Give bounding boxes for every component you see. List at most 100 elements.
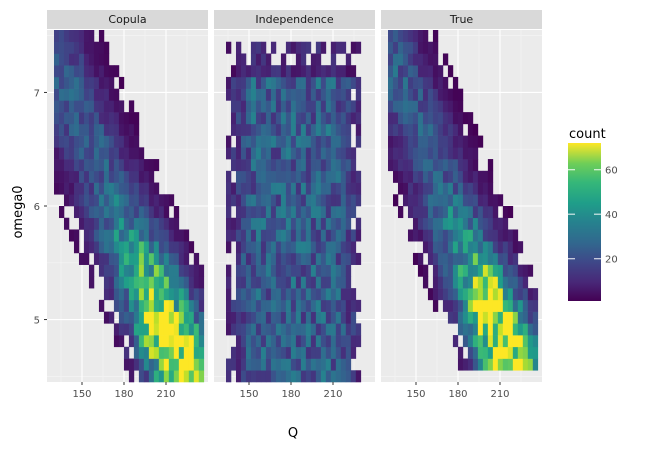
heat-cell: [123, 206, 130, 219]
heat-cell: [482, 229, 489, 242]
heat-cell: [295, 206, 302, 219]
heat-cell: [472, 123, 479, 136]
heat-cell: [270, 88, 277, 101]
heat-cell: [457, 194, 464, 207]
heat-cell: [432, 194, 439, 207]
heat-cell: [457, 217, 464, 230]
heat-cell: [447, 299, 454, 312]
heat-cell: [158, 241, 165, 254]
heat-cell: [235, 241, 242, 254]
heat-cell: [265, 112, 272, 125]
heat-cell: [235, 358, 242, 371]
heat-cell: [462, 206, 469, 219]
heat-cell: [462, 194, 469, 207]
heat-cell: [133, 288, 140, 301]
heat-cell: [340, 311, 347, 324]
heat-cell: [113, 206, 120, 219]
heat-cell: [63, 194, 70, 207]
heat-cell: [113, 264, 120, 277]
heat-cell: [260, 241, 267, 254]
heat-cell: [198, 358, 205, 371]
heat-cell: [447, 288, 454, 301]
heat-cell: [103, 288, 110, 301]
heat-cell: [270, 159, 277, 172]
heat-cell: [412, 100, 419, 113]
heat-cell: [158, 311, 165, 324]
heat-cell: [497, 358, 504, 371]
heat-cell: [325, 311, 332, 324]
heat-cell: [93, 182, 100, 195]
heat-cell: [98, 194, 105, 207]
heat-cell: [153, 194, 160, 207]
heat-cell: [225, 299, 232, 312]
heat-cell: [310, 276, 317, 289]
heat-cell: [532, 323, 539, 336]
heat-cell: [225, 370, 232, 383]
heat-cell: [325, 241, 332, 254]
heat-cell: [310, 241, 317, 254]
heat-cell: [183, 276, 190, 289]
heat-cell: [412, 30, 419, 43]
heat-cell: [188, 358, 195, 371]
heat-cell: [270, 170, 277, 183]
heat-cell: [300, 53, 307, 66]
heat-cell: [265, 311, 272, 324]
heat-cell: [315, 182, 322, 195]
heat-cell: [153, 159, 160, 172]
heat-cell: [133, 252, 140, 265]
heat-cell: [422, 76, 429, 89]
heat-cell: [512, 241, 519, 254]
heat-cell: [290, 76, 297, 89]
heat-cell: [173, 311, 180, 324]
heat-cell: [123, 194, 130, 207]
heat-cell: [335, 288, 342, 301]
heat-cell: [487, 264, 494, 277]
heat-cell: [300, 182, 307, 195]
heat-cell: [250, 123, 257, 136]
heat-cell: [113, 65, 120, 78]
heat-cell: [482, 299, 489, 312]
heat-cell: [355, 100, 362, 113]
heat-cell: [265, 147, 272, 160]
heat-cell: [295, 346, 302, 359]
heat-cell: [270, 335, 277, 348]
heat-cell: [118, 112, 125, 125]
heat-cell: [320, 299, 327, 312]
heat-cell: [315, 299, 322, 312]
heat-cell: [265, 370, 272, 383]
heat-cell: [68, 159, 75, 172]
heat-cell: [305, 358, 312, 371]
heat-cell: [437, 76, 444, 89]
heat-cell: [325, 288, 332, 301]
heat-cell: [240, 100, 247, 113]
heat-cell: [103, 53, 110, 66]
heat-cell: [388, 159, 394, 172]
heat-cell: [507, 288, 514, 301]
heat-cell: [163, 229, 170, 242]
heat-cell: [457, 88, 464, 101]
heat-cell: [452, 135, 459, 148]
heat-cell: [290, 264, 297, 277]
heat-cell: [260, 346, 267, 359]
heat-cell: [240, 135, 247, 148]
heat-cell: [230, 76, 237, 89]
heat-cell: [230, 112, 237, 125]
heat-cell: [148, 252, 155, 265]
heat-cell: [452, 123, 459, 136]
heat-cell: [245, 76, 252, 89]
heat-cell: [350, 311, 357, 324]
heat-cell: [320, 346, 327, 359]
heat-cell: [477, 170, 484, 183]
heat-cell: [462, 135, 469, 148]
heat-cell: [93, 135, 100, 148]
heat-cell: [345, 170, 352, 183]
heat-cell: [63, 135, 70, 148]
heat-cell: [58, 100, 65, 113]
heat-cell: [355, 112, 362, 125]
heat-cell: [487, 335, 494, 348]
heat-cell: [477, 194, 484, 207]
heat-cell: [148, 229, 155, 242]
heat-cell: [78, 217, 85, 230]
heat-cell: [462, 288, 469, 301]
heat-cell: [270, 100, 277, 113]
